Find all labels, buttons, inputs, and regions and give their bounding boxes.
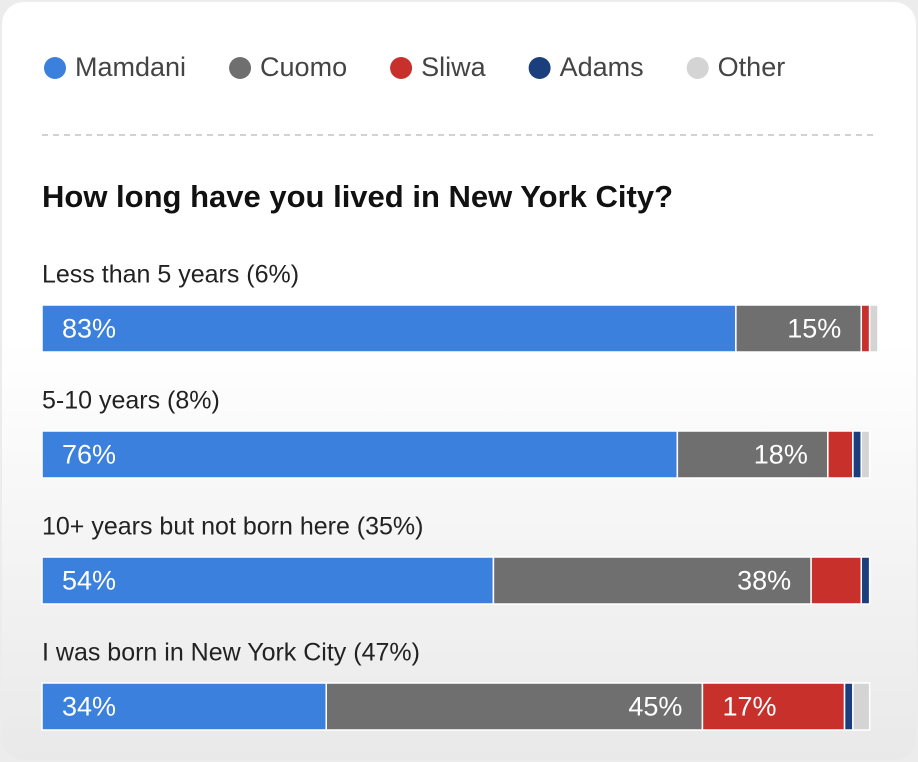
bar-segment: [41, 304, 737, 353]
legend-swatch: [390, 57, 413, 79]
bar-segment: [810, 556, 863, 605]
bar-segment: [701, 682, 846, 731]
category-label: I was born in New York City (47%): [42, 639, 420, 667]
value-label: 34%: [62, 692, 116, 722]
chart-title: How long have you lived in New York City…: [42, 179, 673, 214]
bar-segment: [492, 556, 812, 605]
legend-label: Sliwa: [421, 52, 487, 82]
legend-swatch: [229, 57, 252, 79]
value-label: 76%: [62, 440, 116, 470]
category-label: 10+ years but not born here (35%): [42, 513, 423, 541]
legend-swatch: [44, 57, 66, 79]
bar-segment: [852, 682, 871, 731]
bar-segment: [325, 682, 704, 731]
bar-segment: [827, 430, 854, 479]
value-label: 83%: [62, 314, 116, 344]
category-label: Less than 5 years (6%): [42, 261, 299, 289]
bar-segment: [843, 682, 854, 731]
value-label: 38%: [737, 566, 791, 596]
bar-segment: [41, 430, 679, 479]
legend-label: Cuomo: [260, 52, 347, 82]
value-label: 18%: [754, 440, 808, 470]
value-label: 45%: [628, 692, 682, 722]
bar-segment: [868, 304, 879, 353]
value-label: 17%: [722, 692, 776, 722]
value-label: 54%: [62, 566, 116, 596]
bar-segment: [735, 304, 863, 353]
legend-swatch: [686, 57, 709, 79]
bar-segment: [860, 556, 871, 605]
value-label: 15%: [787, 314, 841, 344]
bar-segment: [41, 556, 495, 605]
legend-label: Mamdani: [75, 52, 186, 82]
category-label: 5-10 years (8%): [42, 387, 220, 415]
legend-label: Adams: [560, 52, 644, 82]
legend-label: Other: [718, 52, 786, 82]
legend-swatch: [528, 57, 551, 79]
bar-segment: [852, 430, 863, 479]
bar-segment: [860, 304, 871, 353]
bar-segment: [860, 430, 871, 479]
